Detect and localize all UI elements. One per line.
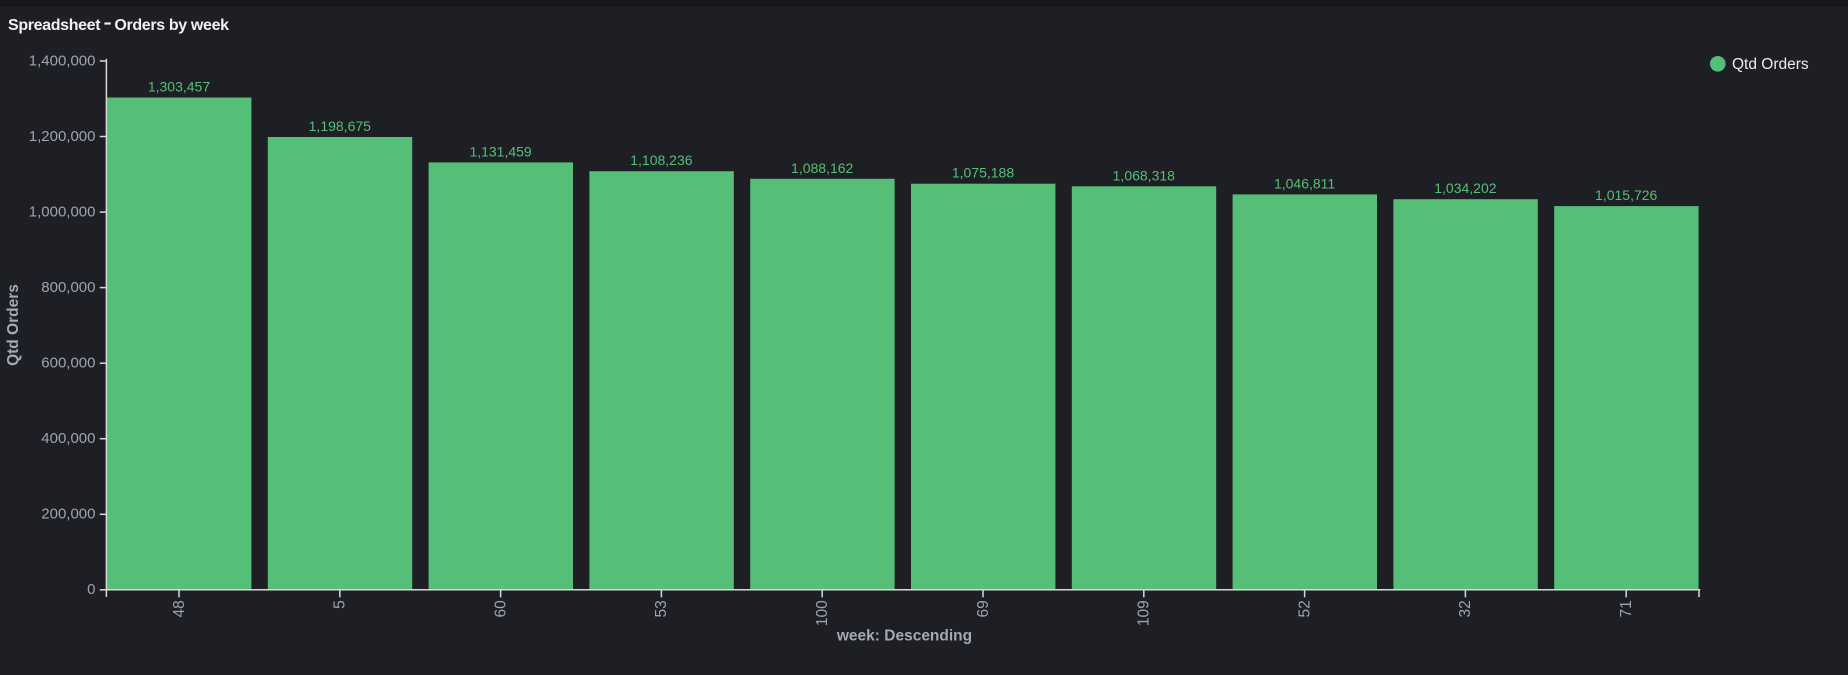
svg-text:60: 60 xyxy=(492,600,509,618)
svg-text:48: 48 xyxy=(171,600,188,617)
svg-text:5: 5 xyxy=(332,600,349,609)
svg-text:1,015,726: 1,015,726 xyxy=(1595,187,1657,203)
svg-text:1,000,000: 1,000,000 xyxy=(29,204,96,221)
svg-text:100: 100 xyxy=(814,600,831,626)
svg-text:1,303,457: 1,303,457 xyxy=(148,79,210,95)
svg-text:Spreadsheet: Spreadsheet xyxy=(8,17,101,34)
svg-text:Qtd Orders: Qtd Orders xyxy=(1732,56,1809,73)
svg-text:400,000: 400,000 xyxy=(41,430,95,447)
svg-text:Qtd Orders: Qtd Orders xyxy=(5,284,22,366)
svg-text:1,131,459: 1,131,459 xyxy=(469,143,531,159)
svg-text:53: 53 xyxy=(653,600,670,617)
svg-text:1,088,162: 1,088,162 xyxy=(791,160,853,176)
svg-text:600,000: 600,000 xyxy=(41,355,95,372)
svg-text:200,000: 200,000 xyxy=(41,506,95,523)
svg-text:1,075,188: 1,075,188 xyxy=(952,165,1014,181)
svg-text:32: 32 xyxy=(1457,600,1474,617)
svg-text:1,046,811: 1,046,811 xyxy=(1274,175,1335,191)
svg-text:Orders by week: Orders by week xyxy=(114,17,229,34)
svg-text:1,108,236: 1,108,236 xyxy=(630,152,692,168)
svg-text:week: Descending: week: Descending xyxy=(836,627,972,644)
svg-text:52: 52 xyxy=(1296,600,1313,617)
svg-text:1,034,202: 1,034,202 xyxy=(1434,180,1496,196)
svg-text:1,198,675: 1,198,675 xyxy=(309,118,371,134)
svg-text:800,000: 800,000 xyxy=(41,279,95,296)
svg-text:1,400,000: 1,400,000 xyxy=(29,52,96,69)
svg-text:1,068,318: 1,068,318 xyxy=(1113,167,1175,183)
svg-text:1,200,000: 1,200,000 xyxy=(29,128,96,145)
svg-text:71: 71 xyxy=(1618,600,1635,617)
svg-text:69: 69 xyxy=(975,600,992,617)
svg-text:0: 0 xyxy=(87,581,95,598)
svg-text:109: 109 xyxy=(1136,600,1153,626)
